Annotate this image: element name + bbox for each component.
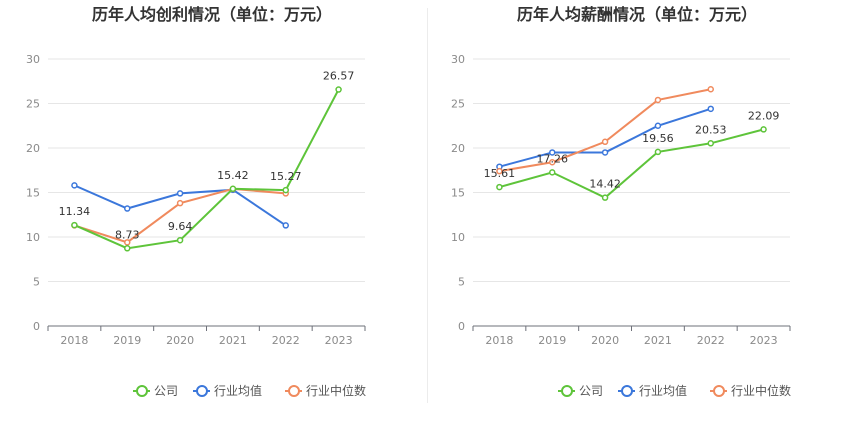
data-label: 15.42 [217, 169, 249, 182]
legend-label: 行业均值 [639, 383, 687, 398]
data-point [654, 96, 662, 104]
data-point [229, 185, 237, 193]
data-point [549, 149, 556, 156]
chart-panel-salary: 历年人均薪酬情况（单位：万元） 0 5 10 15 20 25 30 2018 2019 2020 2… [425, 0, 850, 436]
data-label: 19.56 [642, 132, 674, 145]
data-point [71, 221, 78, 229]
data-point [176, 199, 184, 207]
data-point [124, 245, 131, 252]
y-tick-label: 10 [451, 231, 465, 244]
y-tick-label: 0 [458, 320, 465, 333]
data-point [176, 190, 184, 197]
legend-marker [196, 385, 208, 397]
data-point [601, 149, 609, 156]
y-tick-label: 5 [33, 276, 40, 289]
data-point [124, 239, 131, 246]
data-point [601, 194, 609, 201]
x-tick-label: 2019 [538, 334, 566, 347]
y-tick-label: 25 [26, 98, 40, 111]
data-point [601, 138, 609, 146]
chart-svg: 历年人均薪酬情况（单位：万元） 0 5 10 15 20 25 30 2018 2019 2020 2… [451, 5, 791, 398]
chart-title: 历年人均薪酬情况（单位：万元） [517, 5, 757, 24]
data-point [496, 183, 503, 191]
data-point [707, 86, 714, 93]
data-point [760, 126, 767, 133]
chart-svg: 历年人均创利情况（单位：万元） 0 5 10 15 20 25 30 2018 2019 2020 2… [26, 5, 366, 398]
series-line [499, 128, 764, 199]
x-tick-label: 2021 [219, 334, 247, 347]
y-tick-label: 10 [26, 231, 40, 244]
data-point [124, 205, 131, 212]
x-tick-label: 2019 [113, 334, 141, 347]
data-label: 17.26 [537, 152, 569, 165]
y-tick-label: 20 [26, 142, 40, 155]
data-label: 11.34 [59, 205, 91, 218]
data-point [654, 148, 662, 156]
series-line [74, 89, 340, 250]
x-tick-label: 2018 [485, 334, 513, 347]
data-point [496, 167, 503, 175]
data-point [707, 105, 714, 113]
legend-marker [136, 385, 148, 397]
y-tick-label: 25 [451, 98, 465, 111]
x-tick-label: 2018 [60, 334, 88, 347]
data-point [549, 169, 556, 176]
data-label: 9.64 [168, 220, 193, 233]
legend-marker [288, 385, 300, 397]
data-label: 15.27 [270, 170, 302, 183]
y-tick-label: 5 [458, 276, 465, 289]
legend-marker [621, 385, 633, 397]
legend-item: 行业均值 [618, 383, 687, 398]
data-point [71, 182, 78, 189]
x-tick-label: 2023 [325, 334, 353, 347]
y-tick-label: 30 [26, 53, 40, 66]
data-point [282, 222, 289, 229]
data-label: 14.42 [589, 178, 621, 191]
y-tick-label: 15 [26, 187, 40, 200]
y-tick-label: 30 [451, 53, 465, 66]
chart-panel-profit: 历年人均创利情况（单位：万元） 0 5 10 15 20 25 30 2018 2019 2020 2… [26, 5, 366, 398]
x-tick-label: 2022 [272, 334, 300, 347]
data-point [335, 86, 342, 93]
data-label: 15.61 [484, 167, 516, 180]
data-point [654, 122, 662, 129]
panel-divider [427, 8, 428, 403]
legend-label: 公司 [579, 384, 603, 398]
y-tick-label: 15 [451, 187, 465, 200]
series-line [499, 107, 712, 168]
x-tick-label: 2020 [591, 334, 619, 347]
legend-label: 公司 [154, 384, 178, 398]
legend-marker [713, 385, 725, 397]
x-tick-label: 2020 [166, 334, 194, 347]
legend-item: 行业中位数 [285, 383, 366, 398]
y-tick-label: 20 [451, 142, 465, 155]
legend-item: 行业均值 [193, 383, 262, 398]
x-tick-label: 2023 [750, 334, 778, 347]
x-tick-label: 2021 [644, 334, 672, 347]
legend-item: 公司 [133, 384, 178, 398]
legend-label: 行业均值 [214, 383, 262, 398]
data-point [707, 140, 714, 147]
legend-item: 行业中位数 [710, 383, 791, 398]
data-label: 8.73 [115, 228, 140, 241]
legend-marker [561, 385, 573, 397]
data-point [549, 158, 556, 166]
y-tick-label: 0 [33, 320, 40, 333]
chart-title: 历年人均创利情况（单位：万元） [92, 5, 332, 24]
legend-item: 公司 [558, 384, 603, 398]
data-point [176, 236, 184, 244]
series-line [74, 187, 286, 244]
data-label: 26.57 [323, 70, 355, 83]
legend-label: 行业中位数 [306, 383, 366, 398]
x-tick-label: 2022 [697, 334, 725, 347]
legend-label: 行业中位数 [731, 383, 791, 398]
data-label: 20.53 [695, 123, 727, 136]
data-point [282, 186, 289, 194]
data-label: 22.09 [748, 109, 780, 122]
